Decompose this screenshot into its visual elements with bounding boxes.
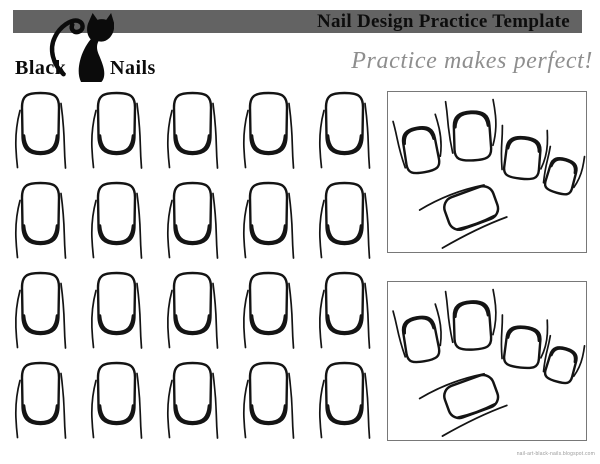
cat-tail-curl — [49, 18, 85, 77]
blank-nail-outline — [14, 271, 67, 350]
blank-nail-outline — [242, 271, 295, 350]
blank-nail-outline — [318, 91, 371, 170]
black-cat-icon — [49, 13, 114, 82]
blank-nail-outline — [166, 271, 219, 350]
blank-nail-outline — [90, 181, 143, 260]
blank-nail-grid — [14, 91, 371, 440]
blank-nail-outline — [90, 361, 143, 440]
hand-panel-1 — [387, 91, 587, 253]
blank-nail-outline — [90, 271, 143, 350]
blank-nail-outline — [318, 361, 371, 440]
blank-nail-outline — [166, 181, 219, 260]
header-bar: Nail Design Practice Template — [13, 10, 582, 33]
blank-nail-outline — [90, 91, 143, 170]
blank-nail-outline — [14, 91, 67, 170]
page-title: Nail Design Practice Template — [316, 11, 570, 32]
blank-nail-outline — [242, 181, 295, 260]
blank-nail-outline — [14, 361, 67, 440]
hand-layout-2 — [388, 282, 586, 440]
hand-panel-2 — [387, 281, 587, 441]
blank-nail-outline — [242, 361, 295, 440]
blank-nail-outline — [166, 361, 219, 440]
tagline: Practice makes perfect! — [351, 48, 593, 74]
blank-nail-outline — [166, 91, 219, 170]
blank-nail-outline — [318, 181, 371, 260]
footer-url: nail-art-black-nails.blogspot.com — [516, 451, 595, 457]
blank-nail-outline — [318, 271, 371, 350]
blank-nail-outline — [242, 91, 295, 170]
logo-word-nails: Nails — [110, 57, 156, 79]
blank-nail-outline — [14, 181, 67, 260]
hand-layout-1 — [388, 92, 586, 252]
cat-body-silhouette — [78, 13, 114, 82]
